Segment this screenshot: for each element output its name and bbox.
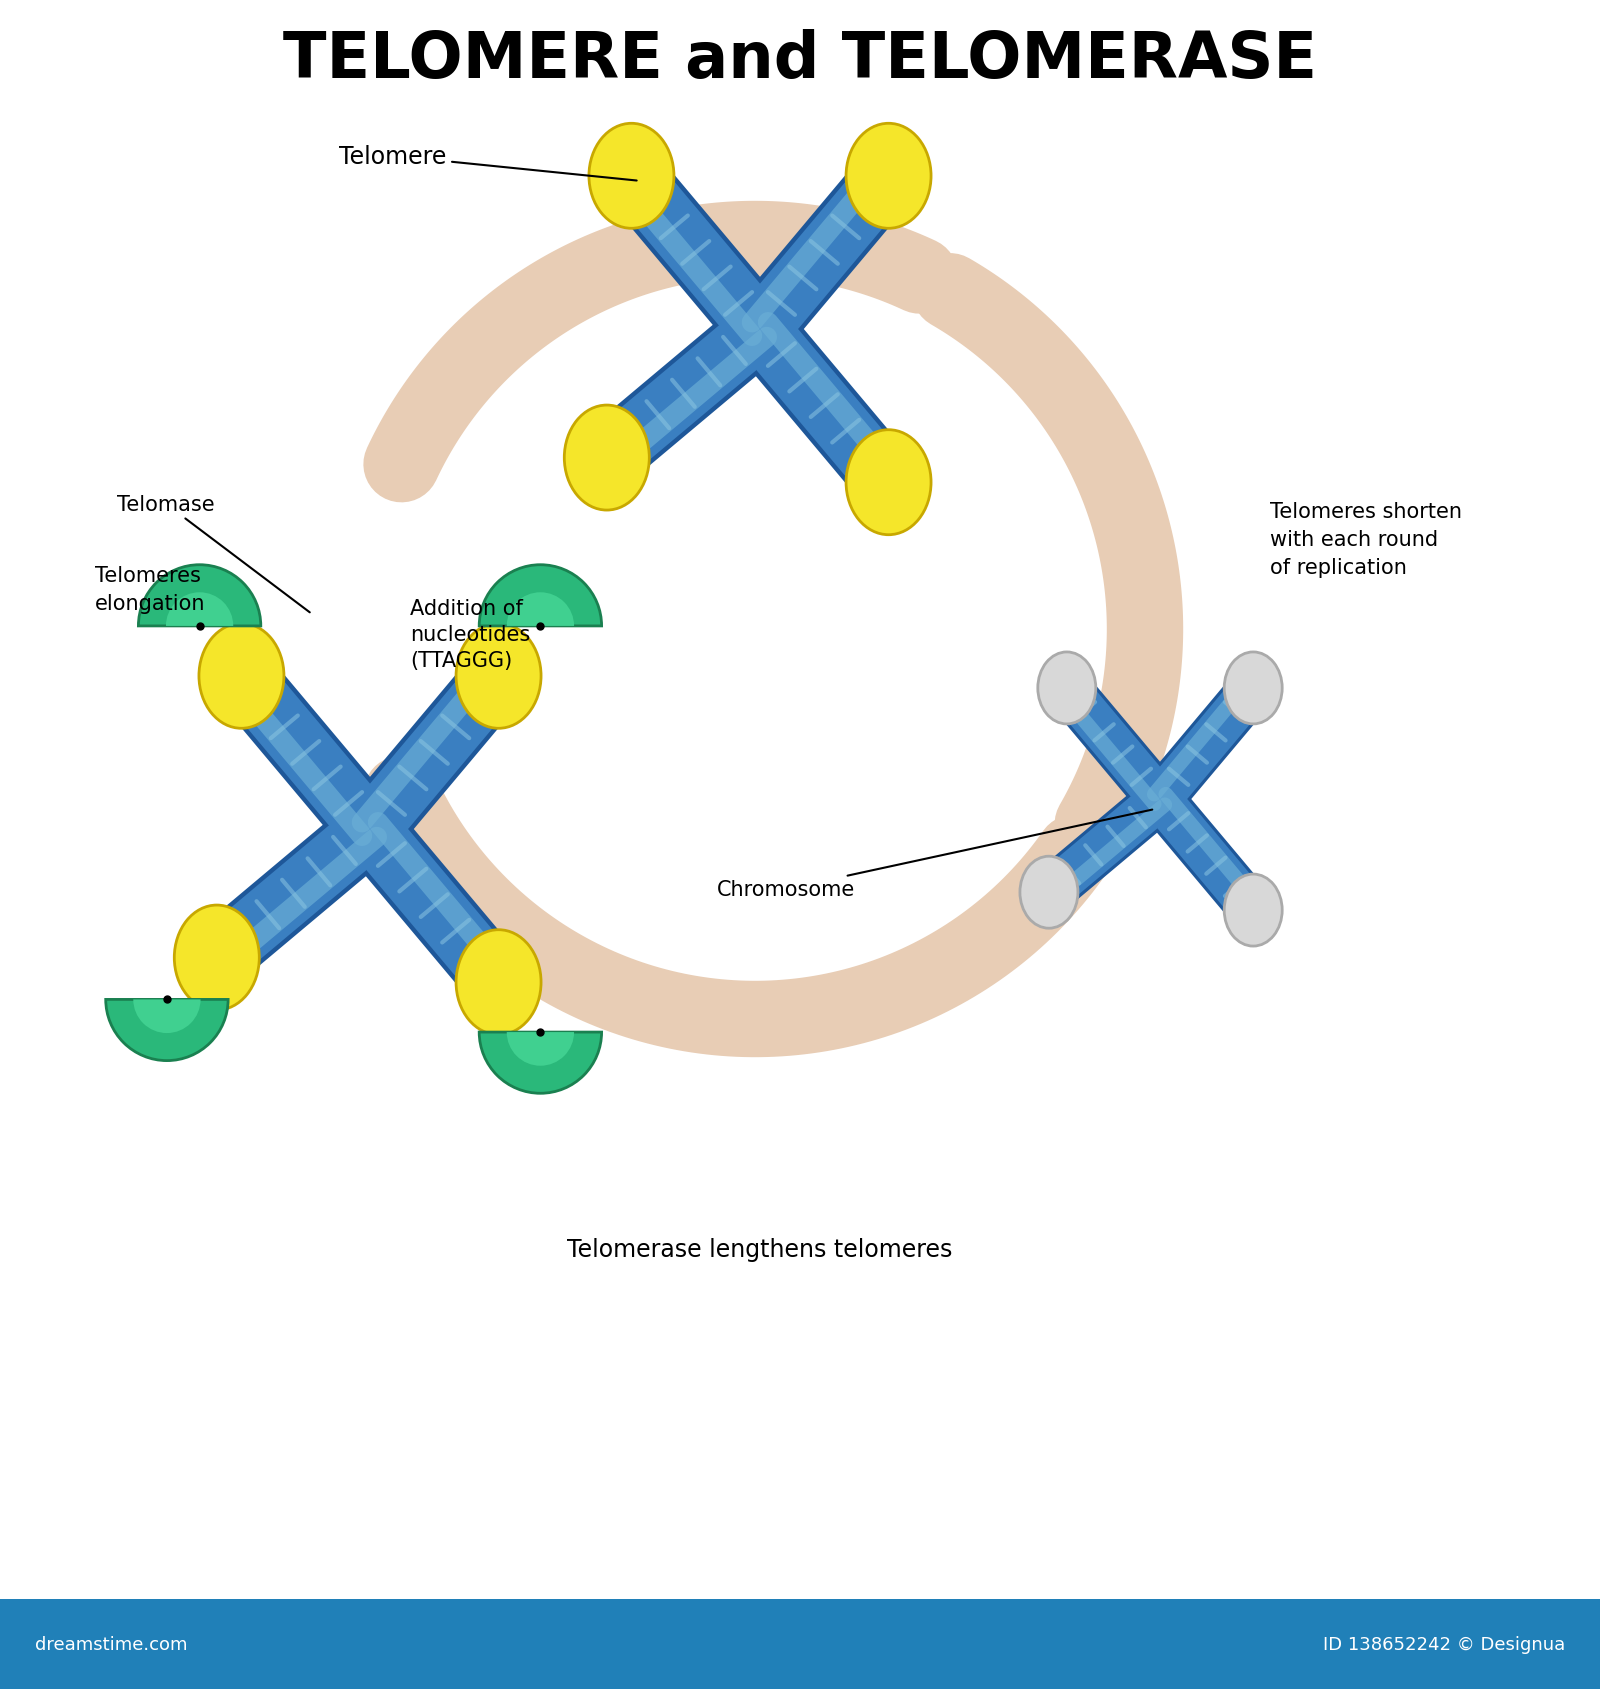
Ellipse shape [1019,856,1078,929]
Text: Telomere: Telomere [339,145,637,181]
Text: Telomeres shorten
with each round
of replication: Telomeres shorten with each round of rep… [1270,502,1462,578]
Ellipse shape [456,623,541,730]
Wedge shape [480,1032,602,1094]
Ellipse shape [846,431,931,535]
Ellipse shape [1224,875,1282,946]
Text: Telomase: Telomase [117,495,310,613]
Ellipse shape [174,905,259,1010]
Ellipse shape [1224,652,1282,725]
Wedge shape [507,1032,574,1066]
Ellipse shape [198,623,283,730]
FancyBboxPatch shape [0,1599,1600,1689]
Ellipse shape [565,405,650,510]
Wedge shape [480,566,602,627]
Wedge shape [507,593,574,627]
Ellipse shape [846,125,931,230]
Ellipse shape [456,931,541,1035]
Text: dreamstime.com: dreamstime.com [35,1635,187,1654]
Text: ID 138652242 © Designua: ID 138652242 © Designua [1323,1635,1565,1654]
Wedge shape [133,1000,200,1034]
Text: Telomeres
elongation: Telomeres elongation [94,566,205,613]
Ellipse shape [589,125,674,230]
Text: Telomerase lengthens telomeres: Telomerase lengthens telomeres [568,1238,952,1262]
Wedge shape [106,1000,229,1061]
Text: Addition of
nucleotides
(TTAGGG): Addition of nucleotides (TTAGGG) [410,598,530,671]
Wedge shape [166,593,234,627]
Text: TELOMERE and TELOMERASE: TELOMERE and TELOMERASE [283,29,1317,91]
Wedge shape [138,566,261,627]
Text: Chromosome: Chromosome [717,811,1152,900]
Ellipse shape [1038,652,1096,725]
